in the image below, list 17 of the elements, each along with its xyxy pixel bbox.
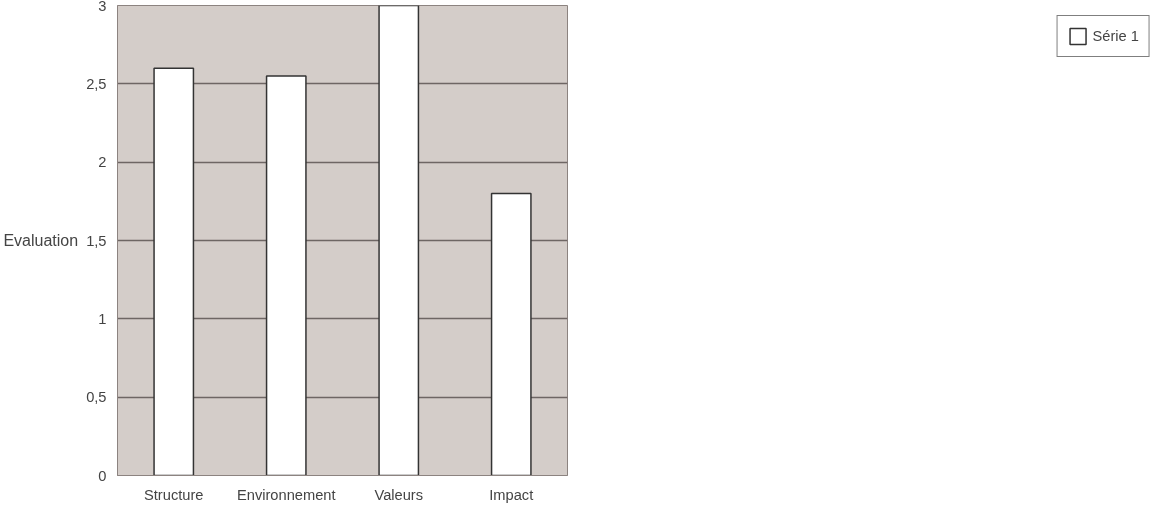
x-tick-label: Impact bbox=[489, 486, 534, 503]
x-tick-label: Valeurs bbox=[374, 486, 424, 503]
y-tick-label: 1,5 bbox=[86, 232, 107, 249]
y-tick-label: 3 bbox=[98, 0, 107, 14]
x-tick-label: Environnement bbox=[236, 486, 336, 503]
y-tick-label: 2,5 bbox=[86, 75, 107, 92]
y-tick-label: 0 bbox=[98, 467, 107, 484]
bar bbox=[490, 192, 532, 476]
x-tick-label: Structure bbox=[144, 486, 204, 503]
y-tick-label: 2 bbox=[98, 154, 107, 171]
bar bbox=[265, 75, 307, 476]
bar bbox=[378, 5, 420, 476]
y-tick-label: 1 bbox=[98, 310, 107, 327]
legend-label: Série 1 bbox=[1092, 28, 1139, 44]
y-tick-label: 0,5 bbox=[86, 389, 107, 406]
y-axis-title: Evaluation bbox=[3, 232, 79, 249]
bar bbox=[153, 67, 195, 476]
